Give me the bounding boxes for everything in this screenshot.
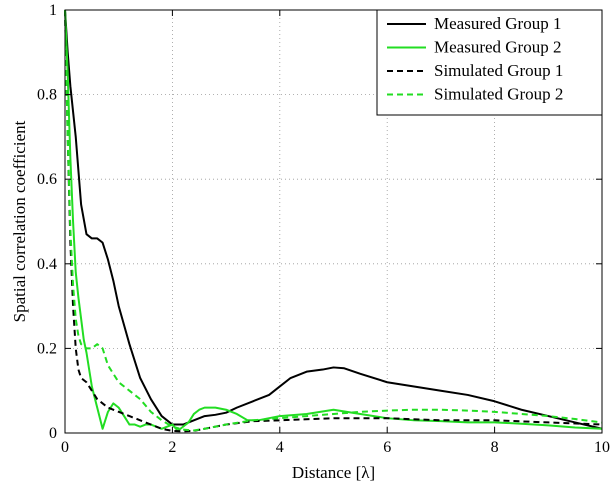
y-tick-label: 0.6: [37, 171, 57, 188]
y-tick-label: 0.2: [37, 340, 57, 357]
legend-items: Measured Group 1 Measured Group 2 Simulate…: [387, 14, 563, 104]
series-line-3: [64, 9, 603, 433]
x-tick-label: 10: [594, 439, 610, 456]
legend-box: [376, 9, 603, 116]
plot-frame: [64, 9, 603, 434]
y-axis-label: Spatial correlation coefficient: [10, 120, 29, 322]
y-tick-label: 1: [49, 2, 57, 19]
y-tick-label: 0.4: [37, 256, 57, 273]
legend-label: Simulated Group 2: [434, 85, 563, 104]
x-tick-label: 2: [168, 439, 176, 456]
series-line-4: [64, 9, 603, 432]
legend-label: Measured Group 1: [434, 14, 561, 33]
x-tick-label: 4: [276, 439, 284, 456]
x-tick-label: 6: [383, 439, 391, 456]
grid: [65, 10, 602, 433]
legend: Measured Group 1 Measured Group 2 Simulate…: [376, 9, 603, 116]
legend-label: Simulated Group 1: [434, 61, 563, 80]
legend-item: Measured Group 2: [387, 38, 561, 57]
legend-item: Measured Group 1: [387, 14, 561, 33]
series-group: [64, 9, 603, 433]
y-tick-label: 0.8: [37, 87, 57, 104]
legend-item: Simulated Group 1: [387, 61, 563, 80]
legend-label: Measured Group 2: [434, 38, 561, 57]
legend-item: Simulated Group 2: [387, 85, 563, 104]
x-tick-label: 8: [491, 439, 499, 456]
series-line-1: [64, 9, 603, 430]
x-axis-label: Distance [λ]: [292, 463, 375, 482]
x-tick-label: 0: [61, 439, 69, 456]
y-tick-label: 0: [49, 425, 57, 442]
